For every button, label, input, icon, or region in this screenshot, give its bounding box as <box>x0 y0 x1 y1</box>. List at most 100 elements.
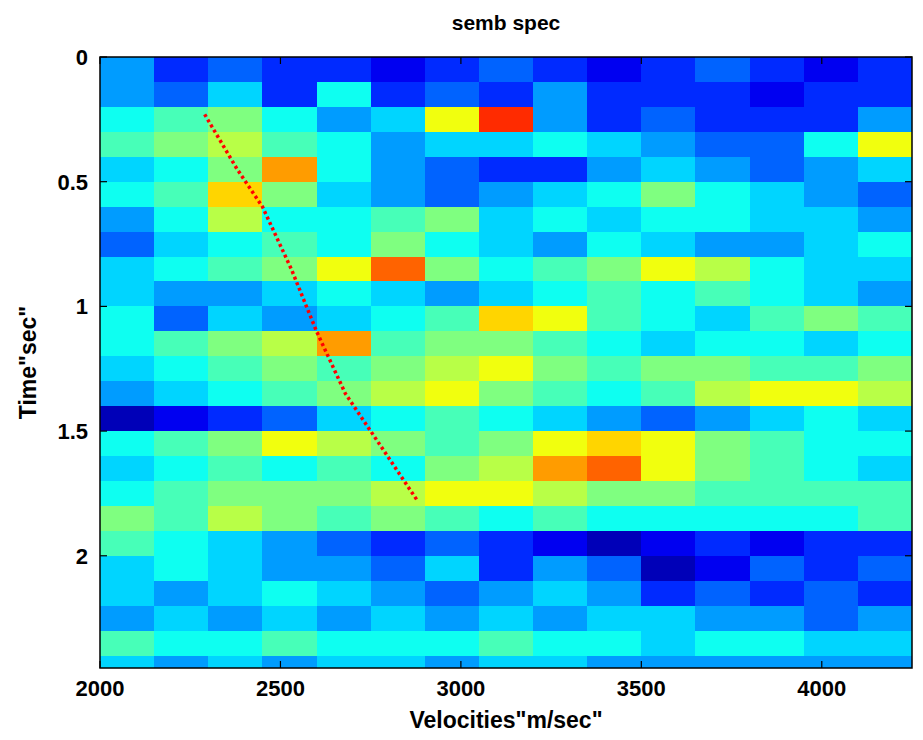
heatmap-cell <box>317 82 372 107</box>
y-tick-label: 1.5 <box>57 419 88 444</box>
heatmap-cell <box>479 431 534 456</box>
heatmap-cell <box>154 456 209 481</box>
heatmap-cell <box>154 281 209 306</box>
y-tick <box>100 306 107 307</box>
heatmap-cell <box>479 531 534 556</box>
heatmap-cells <box>100 57 912 668</box>
heatmap-cell <box>695 506 750 531</box>
heatmap-cell <box>371 157 426 182</box>
heatmap-cell <box>208 82 263 107</box>
heatmap-cell <box>533 481 588 506</box>
heatmap-cell <box>479 257 534 282</box>
heatmap-cell <box>371 556 426 581</box>
x-tick-top <box>99 57 100 64</box>
x-tick-label: 2500 <box>256 676 305 701</box>
heatmap-cell <box>425 132 480 157</box>
heatmap-cell <box>695 281 750 306</box>
heatmap-cell <box>695 581 750 606</box>
heatmap-cell <box>479 556 534 581</box>
heatmap-cell <box>317 132 372 157</box>
heatmap-cell <box>371 306 426 331</box>
heatmap-cell <box>262 182 317 207</box>
x-tick <box>821 661 822 668</box>
heatmap-cell <box>533 331 588 356</box>
heatmap-cell <box>533 556 588 581</box>
heatmap-cell <box>587 631 642 656</box>
heatmap-cell <box>425 431 480 456</box>
heatmap-cell <box>533 157 588 182</box>
heatmap-cell <box>479 207 534 232</box>
heatmap-cell <box>208 431 263 456</box>
heatmap-cell <box>750 82 805 107</box>
heatmap-cell <box>695 207 750 232</box>
heatmap-cell <box>750 207 805 232</box>
heatmap-cell <box>208 306 263 331</box>
heatmap-cell <box>371 481 426 506</box>
heatmap-cell <box>587 606 642 631</box>
heatmap-cell <box>100 656 155 668</box>
heatmap-cell <box>804 556 859 581</box>
heatmap-cell <box>750 506 805 531</box>
heatmap-cell <box>804 506 859 531</box>
heatmap-cell <box>750 257 805 282</box>
heatmap-cell <box>317 232 372 257</box>
heatmap-cell <box>262 57 317 82</box>
x-tick-label: 2000 <box>76 676 125 701</box>
heatmap-cell <box>100 506 155 531</box>
heatmap-cell <box>641 631 696 656</box>
heatmap-cell <box>804 306 859 331</box>
heatmap-cell <box>479 506 534 531</box>
heatmap-cell <box>750 581 805 606</box>
y-tick-right <box>905 306 912 307</box>
heatmap-cell <box>858 82 912 107</box>
heatmap-cell <box>695 306 750 331</box>
heatmap-cell <box>750 157 805 182</box>
heatmap-cell <box>804 107 859 132</box>
heatmap-cell <box>425 57 480 82</box>
heatmap-cell <box>317 456 372 481</box>
heatmap-cell <box>750 57 805 82</box>
heatmap-cell <box>100 556 155 581</box>
heatmap-cell <box>425 456 480 481</box>
heatmap-cell <box>695 82 750 107</box>
heatmap-cell <box>695 556 750 581</box>
heatmap-cell <box>533 306 588 331</box>
heatmap-cell <box>587 481 642 506</box>
heatmap-cell <box>262 531 317 556</box>
heatmap-cell <box>100 531 155 556</box>
heatmap-cell <box>641 132 696 157</box>
heatmap-cell <box>695 406 750 431</box>
heatmap-cell <box>641 531 696 556</box>
heatmap-cell <box>479 481 534 506</box>
heatmap-cell <box>804 57 859 82</box>
y-tick-label: 1 <box>76 294 88 319</box>
heatmap-cell <box>425 631 480 656</box>
heatmap-cell <box>100 581 155 606</box>
y-tick <box>100 430 107 431</box>
heatmap-cell <box>641 456 696 481</box>
heatmap-cell <box>425 182 480 207</box>
heatmap-cell <box>533 456 588 481</box>
heatmap-cell <box>587 257 642 282</box>
heatmap-cell <box>208 406 263 431</box>
heatmap-cell <box>317 331 372 356</box>
heatmap-cell <box>371 207 426 232</box>
heatmap-cell <box>533 531 588 556</box>
heatmap-cell <box>479 656 534 668</box>
heatmap-cell <box>533 82 588 107</box>
heatmap-cell <box>695 356 750 381</box>
heatmap-cell <box>804 257 859 282</box>
heatmap-cell <box>695 431 750 456</box>
heatmap-cell <box>695 182 750 207</box>
heatmap-cell <box>100 406 155 431</box>
heatmap-cell <box>317 481 372 506</box>
heatmap-cell <box>262 132 317 157</box>
heatmap-cell <box>587 381 642 406</box>
heatmap-cell <box>587 157 642 182</box>
heatmap-cell <box>858 556 912 581</box>
heatmap-cell <box>208 606 263 631</box>
heatmap-cell <box>587 57 642 82</box>
heatmap-cell <box>317 356 372 381</box>
heatmap-cell <box>100 306 155 331</box>
heatmap-cell <box>262 556 317 581</box>
